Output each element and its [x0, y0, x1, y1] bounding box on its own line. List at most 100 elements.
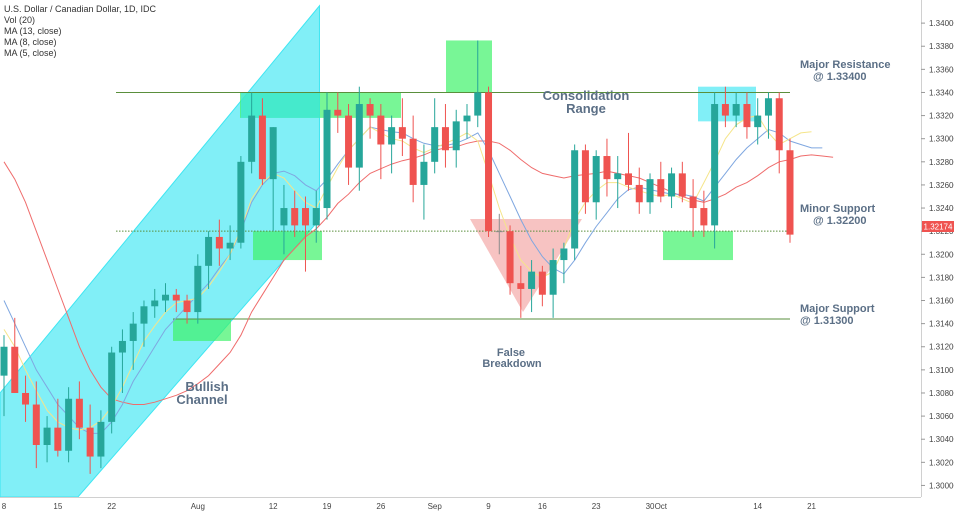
candle [764, 92, 772, 139]
candle [108, 346, 116, 434]
x-tick-label: 12 [269, 502, 278, 511]
label-major-support: Major Support [800, 303, 875, 315]
candle [301, 196, 309, 272]
candle-body [398, 127, 406, 139]
label-breakdown: Breakdown [482, 358, 542, 370]
candle-body [603, 156, 611, 180]
candle [194, 254, 202, 324]
candle [355, 86, 363, 191]
candle-body [151, 300, 159, 307]
y-tick-label: 1.30000 [929, 481, 954, 490]
candle [54, 398, 62, 457]
candle-body [86, 427, 94, 457]
zone-sep-peak [446, 40, 492, 93]
y-tick-label: 1.32000 [929, 250, 954, 259]
x-tick-label: Aug [191, 502, 205, 511]
candle-body [646, 179, 654, 203]
candle-body [474, 92, 482, 116]
candle [215, 219, 223, 266]
candle-body [345, 115, 353, 168]
candle-body [205, 236, 213, 266]
zone-channel-mid [253, 231, 322, 261]
candle [118, 329, 126, 393]
candle-body [517, 283, 525, 289]
candle [398, 98, 406, 157]
candle-body [183, 300, 191, 313]
x-tick-label: 26 [376, 502, 385, 511]
chart-legend: U.S. Dollar / Canadian Dollar, 1D, IDC V… [4, 4, 156, 59]
candle [345, 104, 353, 185]
label-major-support-value: @ 1.31300 [800, 315, 854, 327]
candle-body [614, 173, 622, 180]
candle-body [377, 115, 385, 145]
candle [463, 104, 471, 139]
candle-body [485, 92, 493, 232]
candle [711, 92, 719, 249]
candle [495, 213, 503, 255]
candle [377, 104, 385, 180]
candle-body [97, 421, 105, 457]
label-channel: Channel [176, 392, 227, 407]
legend-ma13: MA (13, close) [4, 26, 62, 36]
candle [506, 225, 514, 295]
candle [258, 98, 266, 185]
candle-body [388, 127, 396, 145]
y-tick-label: 1.30400 [929, 435, 954, 444]
candle [129, 312, 137, 370]
last-price-value: 1.32174 [924, 223, 953, 232]
candle-body [721, 104, 729, 116]
candle [668, 167, 676, 209]
candle [0, 335, 8, 417]
candle [581, 144, 589, 214]
label-false: False [497, 347, 525, 359]
candle [22, 375, 30, 422]
candle-body [495, 231, 503, 233]
candle-body [22, 392, 30, 405]
candle [678, 161, 686, 203]
candle [743, 92, 751, 139]
ma5-line [3, 115, 812, 431]
candle-body [0, 346, 8, 376]
candle-body [463, 115, 471, 122]
y-tick-label: 1.31200 [929, 343, 954, 352]
candle-body [549, 260, 557, 295]
candle-body [291, 208, 299, 226]
candle [635, 167, 643, 214]
candle [162, 283, 170, 313]
candle-body [560, 248, 568, 261]
legend-symbol: U.S. Dollar / Canadian Dollar, 1D, IDC [4, 4, 157, 14]
candle-body [323, 109, 331, 209]
x-tick-label: 22 [107, 502, 116, 511]
candle-body [11, 346, 19, 393]
x-tick-label: 30 [646, 502, 655, 511]
legend-ma8: MA (8, close) [4, 37, 57, 47]
candle-body [635, 184, 643, 203]
candle [700, 190, 708, 237]
y-tick-label: 1.33000 [929, 135, 954, 144]
candle-body [668, 173, 676, 197]
candle [646, 173, 654, 214]
x-tick-label: 19 [323, 502, 332, 511]
candle [474, 40, 482, 128]
candle-body [711, 104, 719, 226]
x-tick-label: 21 [807, 502, 816, 511]
candle-body [581, 150, 589, 203]
last-price-badge: 1.32174 [922, 221, 954, 232]
label-minor-support-value: @ 1.32200 [813, 215, 867, 227]
candle-body [194, 265, 202, 313]
candle-body [657, 179, 665, 197]
candle [86, 404, 94, 474]
y-tick-label: 1.30200 [929, 458, 954, 467]
candle [420, 144, 428, 220]
label-minor-support: Minor Support [800, 203, 875, 215]
candle-body [108, 352, 116, 422]
candle [441, 104, 449, 168]
candle [409, 115, 417, 203]
zone-top-left-overlap [241, 92, 320, 118]
candle [43, 416, 51, 463]
x-tick-label: Sep [428, 502, 443, 511]
x-tick-label: Oct [655, 502, 668, 511]
candle-body [269, 127, 277, 180]
candle [323, 92, 331, 220]
candle-body [528, 271, 536, 289]
